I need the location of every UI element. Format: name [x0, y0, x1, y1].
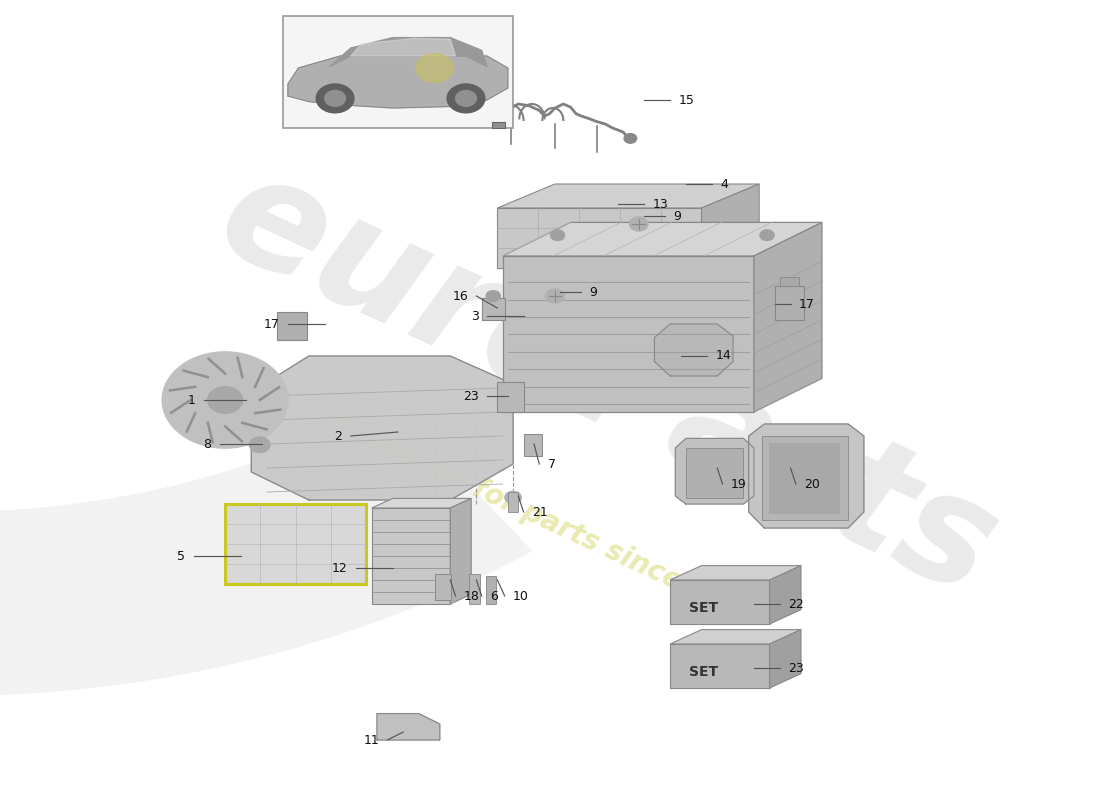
Text: 2: 2 [334, 430, 342, 442]
Circle shape [486, 290, 500, 302]
Polygon shape [754, 222, 822, 412]
Circle shape [316, 84, 354, 113]
Polygon shape [0, 114, 532, 696]
Polygon shape [377, 714, 440, 740]
Bar [434, 574, 451, 600]
Bar [774, 286, 804, 320]
Text: 8: 8 [204, 438, 211, 450]
Circle shape [455, 90, 476, 106]
Text: 17: 17 [264, 318, 279, 330]
Polygon shape [670, 630, 801, 644]
Bar [486, 576, 496, 604]
Text: 6: 6 [490, 590, 498, 602]
Polygon shape [670, 580, 770, 624]
Text: 19: 19 [730, 478, 747, 490]
Polygon shape [702, 184, 759, 268]
Text: 21: 21 [532, 506, 548, 518]
Text: 20: 20 [804, 478, 821, 490]
Circle shape [629, 217, 648, 231]
Text: 15: 15 [679, 94, 694, 106]
Text: 11: 11 [363, 734, 379, 746]
Text: a passion for parts since 1985: a passion for parts since 1985 [324, 408, 764, 632]
Polygon shape [497, 184, 759, 208]
Circle shape [447, 84, 485, 113]
Polygon shape [770, 566, 801, 624]
Polygon shape [497, 208, 702, 268]
Circle shape [505, 491, 521, 504]
Polygon shape [670, 566, 801, 580]
Text: SET: SET [689, 601, 718, 615]
Text: 10: 10 [513, 590, 529, 602]
Polygon shape [372, 508, 450, 604]
Polygon shape [288, 56, 508, 108]
Polygon shape [654, 324, 733, 376]
Bar [226, 504, 366, 584]
Circle shape [324, 90, 345, 106]
Polygon shape [670, 644, 770, 688]
Bar [492, 122, 505, 128]
Text: 23: 23 [789, 662, 804, 674]
Circle shape [624, 134, 637, 143]
Text: 12: 12 [332, 562, 348, 574]
Bar [686, 448, 744, 498]
Polygon shape [330, 38, 487, 66]
Bar [769, 443, 839, 514]
Text: 7: 7 [548, 458, 556, 470]
Bar [283, 16, 513, 128]
Bar [277, 312, 307, 340]
Bar [482, 298, 505, 320]
Polygon shape [351, 38, 455, 56]
Text: 4: 4 [720, 178, 728, 190]
Polygon shape [503, 256, 754, 412]
Bar [524, 434, 542, 456]
Text: 23: 23 [463, 390, 478, 402]
Text: 3: 3 [471, 310, 478, 322]
Circle shape [546, 289, 564, 303]
Text: 16: 16 [452, 290, 469, 302]
Text: 1: 1 [188, 394, 196, 406]
Circle shape [208, 386, 243, 414]
Text: 13: 13 [652, 198, 668, 210]
Polygon shape [450, 498, 471, 604]
Bar [762, 436, 848, 520]
Text: 22: 22 [789, 598, 804, 610]
Text: 9: 9 [673, 210, 681, 222]
Circle shape [550, 230, 565, 241]
Text: 14: 14 [715, 350, 730, 362]
Text: SET: SET [689, 665, 718, 679]
Bar [469, 574, 480, 604]
Text: 17: 17 [799, 298, 815, 310]
Bar [508, 492, 518, 512]
Polygon shape [503, 222, 822, 256]
Text: 18: 18 [464, 590, 480, 602]
Bar [780, 277, 799, 286]
Polygon shape [372, 498, 471, 508]
Polygon shape [749, 424, 864, 528]
Polygon shape [251, 356, 513, 500]
Circle shape [760, 230, 774, 241]
Circle shape [416, 54, 453, 82]
Text: 9: 9 [590, 286, 597, 298]
Text: euroParts: euroParts [197, 139, 1019, 629]
Polygon shape [675, 438, 754, 504]
Text: 5: 5 [177, 550, 185, 562]
Circle shape [163, 352, 288, 448]
Polygon shape [770, 630, 801, 688]
Bar [497, 382, 524, 412]
Circle shape [250, 437, 271, 453]
